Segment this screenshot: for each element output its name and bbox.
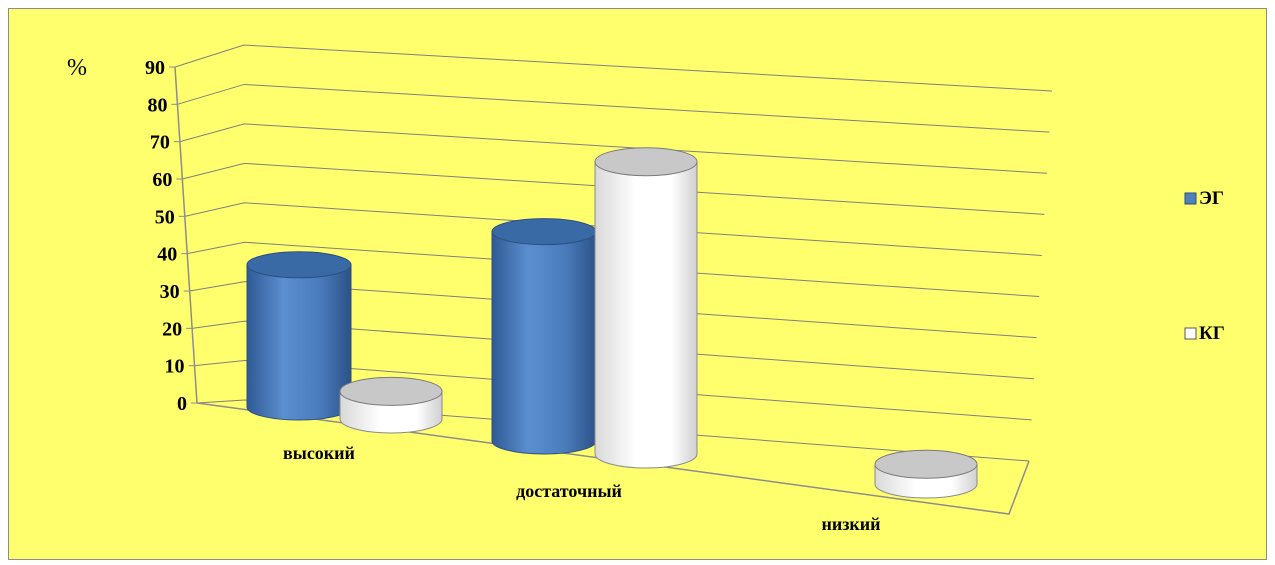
legend-item-КГ: КГ: [1184, 323, 1225, 344]
gridline: [182, 162, 1045, 215]
gridline: [187, 241, 1040, 298]
y-tick-label: 0: [177, 393, 187, 415]
gridline: [174, 44, 1053, 92]
legend-label: ЭГ: [1199, 188, 1224, 209]
gridline: [177, 83, 1050, 133]
legend-label: КГ: [1199, 323, 1225, 344]
legend-swatch: [1184, 327, 1197, 340]
bar-body: [491, 231, 597, 455]
gridline: [194, 360, 1032, 421]
bar-КГ-достаточный: [594, 147, 698, 469]
bar-top: [246, 251, 352, 279]
x-tick-label: достаточный: [516, 481, 622, 501]
y-tick-label: 30: [160, 281, 180, 303]
x-tick-label: низкий: [821, 514, 880, 534]
y-unit-label: %: [67, 55, 87, 81]
gridline: [192, 320, 1035, 380]
bar-top: [874, 449, 978, 479]
y-axis: [174, 66, 198, 404]
y-tick-label: 20: [162, 318, 182, 340]
bar-ЭГ-достаточный: [491, 218, 597, 455]
bar-top: [339, 376, 443, 406]
legend-swatch: [1184, 192, 1197, 205]
chart-area: 0 10 20 30 40 50 60 70 80 90% высокий достаточный ни…: [8, 8, 1267, 560]
y-tick-label: 70: [150, 132, 170, 154]
bar-ЭГ-высокий: [246, 251, 352, 421]
y-tick-label: 80: [147, 94, 167, 116]
bar-top: [491, 218, 597, 246]
chart-plot: 0 10 20 30 40 50 60 70 80 90% высокий достаточный ни…: [67, 44, 1225, 534]
y-tick-label: 90: [145, 57, 165, 79]
bar-top: [594, 147, 698, 177]
x-tick-label: высокий: [283, 443, 355, 463]
gridline: [184, 202, 1042, 256]
y-tick-label: 50: [155, 206, 175, 228]
legend-item-ЭГ: ЭГ: [1184, 188, 1224, 209]
y-tick-label: 40: [157, 244, 177, 266]
gridline: [196, 399, 1030, 462]
gridline: [179, 123, 1047, 174]
y-tick-label: 10: [165, 356, 185, 378]
bar-body: [246, 264, 352, 421]
bar-КГ-низкий: [874, 449, 978, 499]
x-axis: [196, 402, 1030, 515]
bar-КГ-высокий: [339, 376, 443, 434]
bar-body: [594, 161, 698, 469]
y-tick-label: 60: [152, 169, 172, 191]
gridline: [189, 281, 1037, 339]
